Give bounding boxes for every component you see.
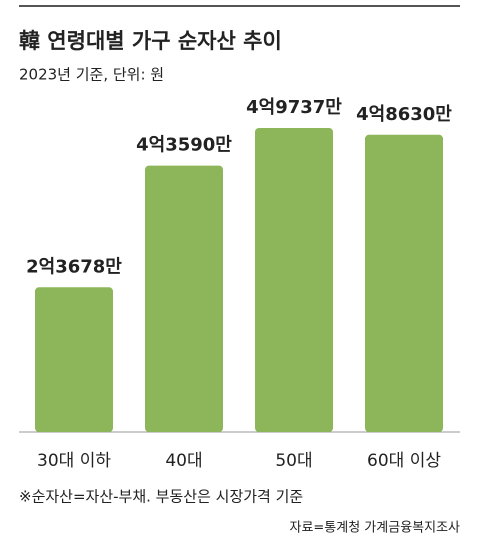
x-tick-label: 60대 이상 (367, 451, 441, 471)
value-label: 4억9737만 (246, 97, 342, 118)
value-label: 2억3678만 (26, 256, 122, 277)
bar (145, 165, 223, 432)
x-tick-label: 30대 이하 (37, 451, 111, 471)
bar (35, 287, 113, 432)
chart-title: 韓 연령대별 가구 순자산 추이 (19, 29, 282, 53)
value-label: 4억8630만 (356, 104, 452, 125)
note: ※순자산=자산-부채. 부동산은 시장가격 기준 (19, 488, 303, 506)
bar (255, 128, 333, 432)
source: 자료=통계청 가계금융복지조사 (289, 521, 460, 536)
chart-subtitle: 2023년 기준, 단위: 원 (19, 66, 164, 84)
x-tick-label: 40대 (165, 451, 202, 471)
bar (365, 134, 443, 432)
x-tick-label: 50대 (275, 451, 312, 471)
value-label: 4억3590만 (136, 135, 232, 156)
